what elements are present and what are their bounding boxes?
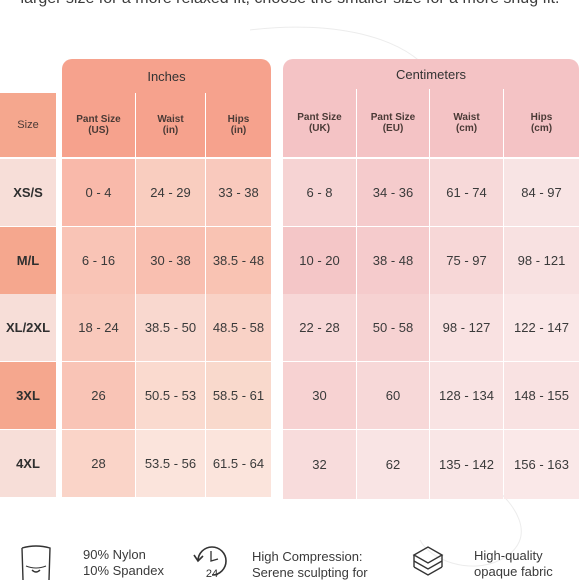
pant-size-uk-cell: 30: [283, 362, 356, 429]
waist-cm-cell: 75 - 97: [430, 227, 503, 294]
waist-in-cell: 53.5 - 56: [136, 430, 205, 497]
hips-cm-cell: 84 - 97: [504, 159, 579, 226]
hips-cm-cell: 122 - 147: [504, 294, 579, 361]
pant-size-eu-cell: 50 - 58: [357, 294, 429, 361]
pant-size-us-cell: 18 - 24: [62, 294, 135, 361]
header-pant-size-us: Pant Size (US): [62, 93, 135, 157]
intro-text: larger size for a more relaxed fit, choo…: [0, 0, 580, 10]
pant-size-eu-cell: 60: [357, 362, 429, 429]
hips-in-cell: 58.5 - 61: [206, 362, 271, 429]
header-waist-cm-line-2: (cm): [455, 123, 478, 134]
opaque-line-1: High-quality: [474, 548, 543, 563]
hips-in-cell: 33 - 38: [206, 159, 271, 226]
header-size-line-1: Size: [17, 118, 39, 131]
header-waist-in-line-2: (in): [162, 125, 179, 136]
pant-size-uk-cell: 22 - 28: [283, 294, 356, 361]
compression-line-1: High Compression:: [252, 549, 363, 564]
pant-size-us-cell: 0 - 4: [62, 159, 135, 226]
waist-cm-cell: 98 - 127: [430, 294, 503, 361]
hips-in-cell: 48.5 - 58: [206, 294, 271, 361]
fabric-feature: 90% Nylon 10% Spandex: [83, 547, 164, 579]
pant-size-us-cell: 6 - 16: [62, 227, 135, 294]
header-hips-in: Hips (in): [206, 93, 271, 157]
header-pant-size-uk-line-2: (UK): [308, 123, 331, 134]
waist-in-cell: 24 - 29: [136, 159, 205, 226]
24-hour-clock-icon: 24: [193, 546, 227, 580]
header-pant-size-uk-line-1: Pant Size: [297, 112, 342, 123]
pant-size-uk-cell: 6 - 8: [283, 159, 356, 226]
pant-size-eu-cell: 62: [357, 430, 429, 499]
header-size: Size: [0, 93, 56, 157]
size-cell: XS/S: [0, 159, 56, 226]
waist-in-cell: 38.5 - 50: [136, 294, 205, 361]
header-waist-in-line-1: Waist: [157, 114, 184, 125]
pant-size-us-cell: 26: [62, 362, 135, 429]
header-pant-size-eu-line-1: Pant Size: [370, 112, 416, 123]
header-hips-in-line-2: (in): [230, 125, 247, 136]
waist-cm-cell: 61 - 74: [430, 159, 503, 226]
size-cell: M/L: [0, 227, 56, 294]
pant-size-us-cell: 28: [62, 430, 135, 497]
hips-cm-cell: 156 - 163: [504, 430, 579, 499]
pant-size-eu-cell: 34 - 36: [357, 159, 429, 226]
header-hips-cm-line-2: (cm): [530, 123, 553, 134]
hips-cm-cell: 148 - 155: [504, 362, 579, 429]
waist-in-cell: 50.5 - 53: [136, 362, 205, 429]
header-hips-cm: Hips (cm): [504, 89, 579, 157]
header-waist-cm: Waist (cm): [430, 89, 503, 157]
fabric-layers-icon: [412, 546, 444, 576]
pant-size-uk-cell: 32: [283, 430, 356, 499]
clock-number: 24: [206, 568, 218, 580]
header-hips-cm-line-1: Hips: [530, 112, 553, 123]
header-pant-size-us-line-1: Pant Size: [76, 114, 121, 125]
header-pant-size-uk: Pant Size (UK): [283, 89, 356, 157]
header-waist-cm-line-1: Waist: [453, 112, 480, 123]
size-cell: XL/2XL: [0, 294, 56, 361]
header-pant-size-eu: Pant Size (EU): [357, 89, 429, 157]
pant-size-uk-cell: 10 - 20: [283, 227, 356, 294]
header-waist-in: Waist (in): [136, 93, 205, 157]
header-pant-size-eu-line-2: (EU): [382, 123, 404, 134]
waist-in-cell: 30 - 38: [136, 227, 205, 294]
group-header-centimeters: Centimeters: [283, 59, 579, 89]
size-cell: 4XL: [0, 430, 56, 497]
pant-size-eu-cell: 38 - 48: [357, 227, 429, 294]
hips-cm-cell: 98 - 121: [504, 227, 579, 294]
compression-line-2: Serene sculpting for: [252, 565, 368, 580]
fabric-line-1: 90% Nylon: [83, 547, 146, 562]
compression-feature: High Compression: Serene sculpting for: [252, 549, 368, 580]
waist-cm-cell: 135 - 142: [430, 430, 503, 499]
leggings-icon: [21, 545, 51, 580]
header-hips-in-line-1: Hips: [227, 114, 250, 125]
opaque-line-2: opaque fabric: [474, 564, 553, 579]
group-header-inches: Inches: [62, 59, 271, 93]
waist-cm-cell: 128 - 134: [430, 362, 503, 429]
hips-in-cell: 61.5 - 64: [206, 430, 271, 497]
size-cell: 3XL: [0, 362, 56, 429]
fabric-line-2: 10% Spandex: [83, 563, 164, 578]
header-pant-size-us-line-2: (US): [88, 125, 109, 136]
opaque-feature: High-quality opaque fabric: [474, 548, 553, 580]
hips-in-cell: 38.5 - 48: [206, 227, 271, 294]
